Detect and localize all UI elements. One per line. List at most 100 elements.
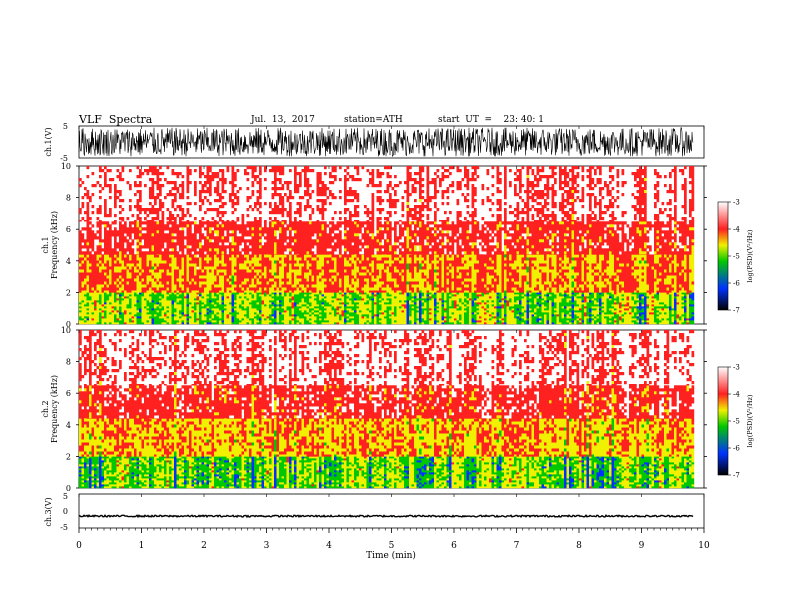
- spectrogram-cell: [509, 314, 512, 317]
- spectrogram-cell: [194, 294, 197, 297]
- spectrogram-cell: [509, 308, 512, 311]
- spectrogram-cell: [639, 314, 642, 317]
- spectrogram-cell: [541, 304, 545, 307]
- spectrogram-cell: [396, 320, 400, 323]
- spectrogram-cell: [496, 318, 500, 321]
- spectrogram-cell: [371, 318, 375, 321]
- spectrogram-cell: [86, 300, 90, 303]
- spectrogram-cell: [121, 312, 125, 315]
- spectrogram-cell: [249, 284, 252, 288]
- spectrogram-cell: [631, 310, 635, 313]
- spectrogram-cell: [684, 302, 687, 305]
- spectrogram-cell: [491, 292, 495, 295]
- spectrogram-cell: [554, 322, 557, 325]
- spectrogram-cell: [371, 300, 375, 303]
- spectrogram-cell: [231, 306, 235, 309]
- spectrogram-cell: [99, 275, 102, 279]
- spectrogram-cell: [226, 304, 230, 307]
- spectrogram-cell: [216, 278, 220, 282]
- spectrogram-cell: [271, 300, 275, 303]
- spectrogram-cell: [294, 294, 297, 297]
- spectrogram-cell: [554, 316, 557, 319]
- spectrogram-cell: [116, 272, 120, 276]
- spectrogram-cell: [274, 322, 277, 325]
- spectrogram-cell: [114, 316, 117, 319]
- spectrogram-cell: [599, 316, 602, 319]
- spectrogram-cell: [406, 300, 410, 303]
- spectrogram-cell: [156, 278, 160, 282]
- spectrogram-cell: [129, 292, 132, 295]
- spectrogram-cell: [139, 316, 142, 319]
- spectrogram-cell: [439, 312, 442, 315]
- spectrogram-cell: [604, 320, 607, 323]
- spectrogram-cell: [369, 302, 372, 305]
- spectrogram-cell: [151, 318, 155, 321]
- spectrogram-cell: [234, 257, 237, 261]
- spectrogram-cell: [156, 316, 160, 319]
- spectrogram-cell: [511, 300, 515, 303]
- spectrogram-cell: [594, 310, 597, 313]
- spectrogram-cell: [554, 296, 557, 299]
- spectrogram-cell: [111, 272, 115, 276]
- spectrogram-cell: [646, 308, 650, 311]
- spectrogram-cell: [289, 308, 292, 311]
- spectrogram-cell: [661, 312, 665, 315]
- spectrogram-cell: [161, 266, 165, 270]
- spectrogram-cell: [141, 281, 145, 285]
- spectrogram-cell: [221, 269, 225, 273]
- spectrogram-cell: [186, 300, 190, 303]
- spectrogram-cell: [159, 294, 162, 297]
- spectrogram-cell: [424, 316, 427, 319]
- spectrogram-cell: [181, 254, 185, 258]
- spectrogram-cell: [126, 316, 130, 319]
- spectrogram-cell: [236, 304, 240, 307]
- spectrogram-cell: [171, 304, 175, 307]
- spectrogram-cell: [424, 292, 427, 295]
- spectrogram-cell: [99, 260, 102, 264]
- spectrogram-cell: [126, 302, 130, 305]
- spectrogram-cell: [231, 294, 235, 297]
- spectrogram-cell: [571, 320, 575, 323]
- spectrogram-cell: [271, 304, 275, 307]
- spectrogram-cell: [476, 292, 480, 295]
- spectrogram-cell: [316, 298, 320, 301]
- spectrogram-cell: [121, 263, 125, 267]
- spectrogram-cell: [629, 310, 632, 313]
- spectrogram-cell: [341, 312, 345, 315]
- spectrogram-cell: [399, 308, 402, 311]
- spectrogram-cell: [146, 316, 150, 319]
- spectrogram-cell: [91, 302, 95, 305]
- spectrogram-cell: [351, 292, 355, 295]
- spectrogram-cell: [529, 322, 532, 325]
- spectrogram-cell: [134, 269, 137, 273]
- spectrogram-cell: [416, 302, 420, 305]
- spectrogram-cell: [421, 314, 425, 317]
- spectrogram-cell: [414, 302, 417, 305]
- spectrogram-cell: [194, 316, 197, 319]
- spectrogram-cell: [171, 292, 175, 295]
- spectrogram-cell: [649, 310, 652, 313]
- spectrogram-cell: [271, 308, 275, 311]
- spectrogram-cell: [549, 318, 552, 321]
- spectrogram-cell: [156, 260, 160, 264]
- spectrogram-cell: [359, 318, 362, 321]
- spectrogram-cell: [601, 302, 605, 305]
- spectrogram-cell: [181, 300, 185, 303]
- spectrogram-cell: [164, 281, 167, 285]
- spectrogram-cell: [119, 257, 122, 261]
- spectrogram-cell: [166, 296, 170, 299]
- spectrogram-cell: [536, 308, 540, 311]
- spectrogram-cell: [404, 312, 407, 315]
- spectrogram-cell: [239, 287, 242, 291]
- spectrogram-cell: [391, 296, 395, 299]
- spectrogram-cell: [186, 269, 190, 273]
- spectrogram-cell: [169, 310, 172, 313]
- spectrogram-cell: [464, 294, 467, 297]
- spectrogram-cell: [509, 322, 512, 325]
- spectrogram-cell: [269, 269, 272, 273]
- spectrogram-cell: [369, 306, 372, 309]
- spectrogram-cell: [221, 296, 225, 299]
- spectrogram-cell: [569, 306, 572, 309]
- spectrogram-cell: [586, 310, 590, 313]
- spectrogram-cell: [641, 320, 645, 323]
